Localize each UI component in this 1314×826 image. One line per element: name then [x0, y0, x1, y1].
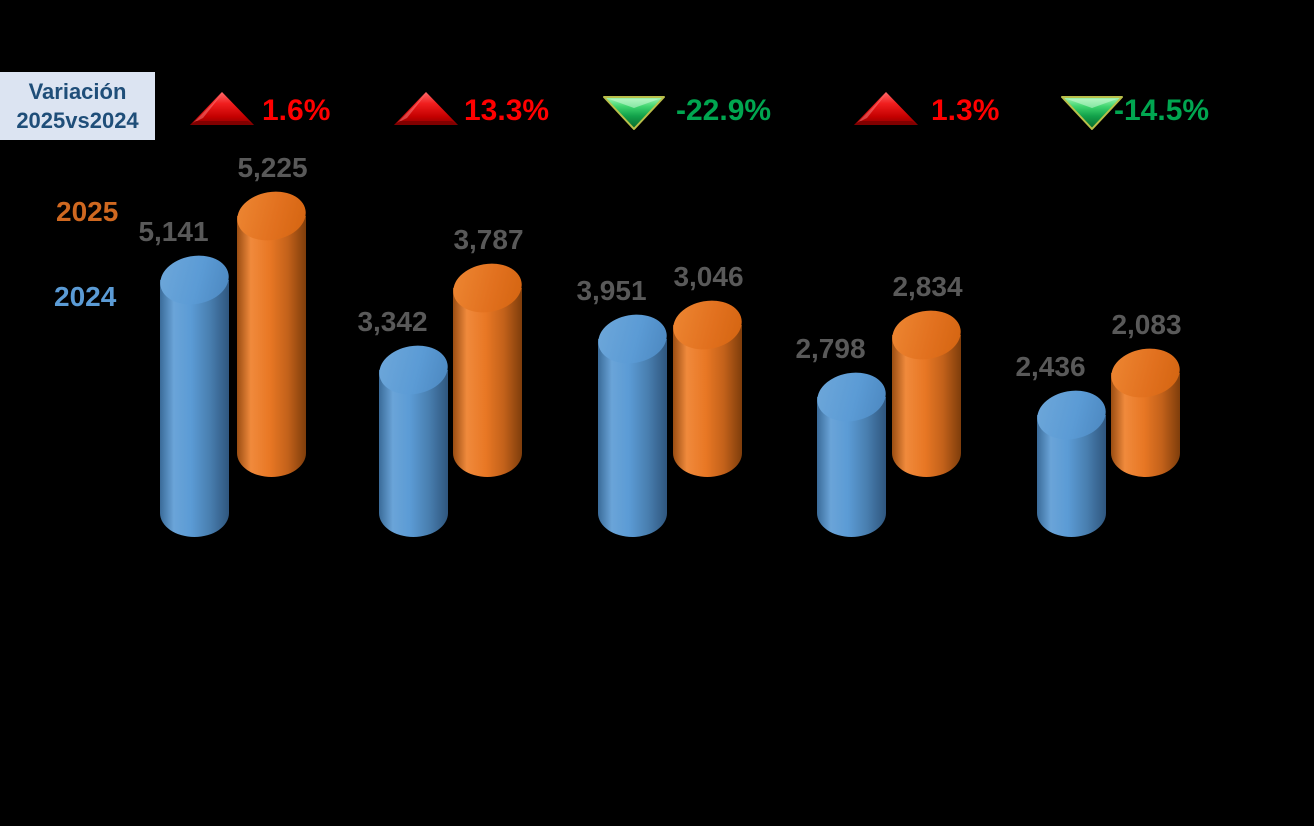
variation-header-box: Variación 2025vs2024 [0, 72, 155, 140]
value-label-2024-5: 2,436 [1015, 351, 1086, 383]
value-label-2024-4: 2,798 [795, 333, 866, 365]
bar-2024-2 [379, 369, 448, 537]
up-arrow-icon [189, 91, 255, 132]
bar-2024-3 [598, 339, 667, 537]
variation-header-line2: 2025vs2024 [16, 108, 139, 133]
variation-value-3: -22.9% [676, 94, 772, 127]
down-arrow-icon [1060, 95, 1124, 136]
value-label-2025-1: 5,225 [237, 151, 308, 183]
variation-value-5: -14.5% [1114, 94, 1210, 127]
value-label-2024-3: 3,951 [576, 275, 647, 307]
value-label-2024-1: 5,141 [138, 215, 209, 247]
up-arrow-icon [393, 91, 459, 132]
value-label-2024-2: 3,342 [357, 305, 428, 337]
value-label-2025-4: 2,834 [892, 271, 963, 303]
bar-2024-1 [160, 279, 229, 537]
variation-value-1: 1.6% [262, 94, 331, 127]
legend-2025: 2025 [56, 196, 119, 227]
variation-value-2: 13.3% [464, 94, 550, 127]
bar-2025-3 [673, 324, 742, 477]
value-label-2025-3: 3,046 [673, 260, 744, 292]
value-label-2025-2: 3,787 [453, 223, 524, 255]
variation-value-4: 1.3% [931, 94, 1000, 127]
down-arrow-icon [602, 95, 666, 136]
up-arrow-icon [853, 91, 919, 132]
bar-2025-2 [453, 287, 522, 477]
variation-header-line1: Variación [28, 79, 127, 104]
value-label-2025-5: 2,083 [1111, 308, 1182, 340]
bar-2025-1 [237, 215, 306, 477]
legend-2024: 2024 [54, 281, 117, 312]
